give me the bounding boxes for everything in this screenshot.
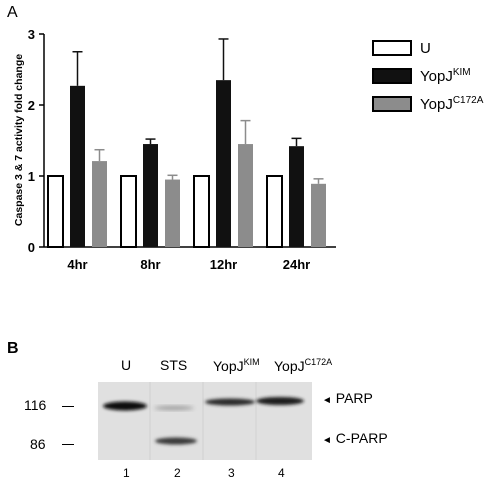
lane-number-4: 4 — [278, 466, 285, 480]
lane-number-2: 2 — [174, 466, 181, 480]
mw-tick-116 — [62, 406, 74, 407]
caspase-bar-chart: 0 1 2 3 4hr 8hr 12hr 24hr Caspase 3 & 7 activit… — [13, 27, 336, 272]
bar-u-4hr — [47, 175, 64, 248]
legend-item-u: U — [372, 38, 431, 58]
legend-swatch-yopj-c172a — [372, 96, 412, 112]
mw-tick-86 — [62, 444, 74, 445]
bar-yopjc172a-24hr — [311, 183, 326, 247]
y-tick-label: 0 — [28, 240, 35, 255]
bar-yopjc172a-12hr — [238, 144, 253, 247]
legend-item-yopj-c172a: YopJC172A — [372, 94, 483, 114]
legend-swatch-u — [372, 40, 412, 56]
bar-yopjc172a-4hr — [92, 161, 107, 247]
band-lane4-parp — [256, 397, 304, 405]
bar-yopjc172a-8hr — [165, 179, 180, 247]
legend-swatch-yopj-kim — [372, 68, 412, 84]
panel-a-label: A — [7, 4, 18, 21]
bar-yopjkim-12hr — [216, 80, 231, 248]
bar-u-12hr — [193, 175, 210, 248]
panel-b-label: B — [7, 340, 19, 357]
bar-yopjkim-4hr — [70, 85, 85, 247]
mw-marker-86: 86 — [30, 436, 46, 452]
band-lane2-parp — [154, 406, 194, 410]
legend-label-yopj-c172a: YopJC172A — [420, 95, 484, 113]
lane-number-3: 3 — [228, 466, 235, 480]
band-lane1-parp — [103, 401, 147, 411]
lane-label-yopj-kim: YopJKIM — [213, 357, 260, 374]
y-tick-label: 2 — [28, 98, 35, 113]
y-tick-label: 1 — [28, 169, 35, 184]
x-tick-label: 24hr — [283, 257, 310, 272]
mw-marker-116: 116 — [24, 397, 47, 413]
lane-label-sts: STS — [160, 357, 188, 373]
bar-u-24hr — [266, 175, 283, 248]
legend-item-yopj-kim: YopJKIM — [372, 66, 471, 86]
band-label-cparp: ◄ C-PARP — [322, 430, 388, 446]
lane-number-1: 1 — [123, 466, 130, 480]
band-label-parp: ◄ PARP — [322, 390, 373, 406]
bar-u-8hr — [120, 175, 137, 248]
legend-label-yopj-kim: YopJKIM — [420, 67, 471, 85]
x-tick-label: 4hr — [67, 257, 87, 272]
arrow-icon: ◄ — [322, 435, 332, 446]
lane-label-u: U — [121, 357, 132, 373]
y-tick-label: 3 — [28, 27, 35, 42]
y-axis-label: Caspase 3 & 7 activity fold change — [13, 54, 25, 226]
x-tick-label: 12hr — [210, 257, 237, 272]
arrow-icon: ◄ — [322, 395, 332, 406]
bar-yopjkim-24hr — [289, 146, 304, 247]
bar-yopjkim-8hr — [143, 144, 158, 247]
x-tick-label: 8hr — [140, 257, 160, 272]
western-blot-image — [98, 382, 312, 460]
lane-label-yopj-c172a: YopJC172A — [274, 357, 333, 374]
band-lane2-cparp — [155, 437, 197, 445]
legend-label-u: U — [420, 39, 431, 57]
band-lane3-parp — [205, 398, 255, 406]
